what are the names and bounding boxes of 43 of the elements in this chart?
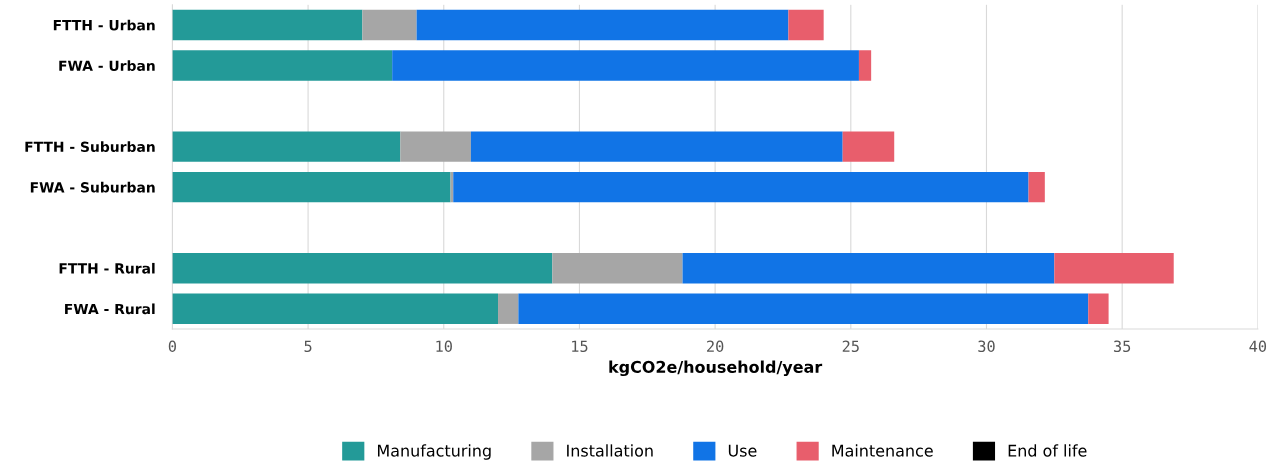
x-axis-title: kgCO2e/household/year [609,360,823,377]
legend-label: End of life [1008,444,1087,457]
x-tick-label: 35 [1113,340,1131,353]
bar [172,252,553,284]
bar [172,50,393,81]
bar [172,131,401,162]
y-tick-label: FTTH - Urban [53,19,155,31]
bar [453,171,1029,203]
y-tick-label: FTTH - Rural [59,262,155,274]
bar [1028,171,1045,203]
x-tick-label: 5 [304,340,312,353]
bar [392,50,859,81]
y-tick-label: FWA - Suburban [30,181,155,193]
legend-label: Maintenance [832,444,933,457]
bar [400,131,471,162]
legend-label: Manufacturing [377,444,491,460]
bar [518,293,1089,324]
bar [172,293,499,324]
bar [1088,293,1109,324]
x-tick-label: 20 [707,340,724,353]
bar [788,9,824,41]
bar [682,252,1055,284]
bar [362,9,417,41]
x-tick-label: 40 [1249,340,1267,353]
x-tick-label: 10 [436,340,452,353]
bar [172,171,451,203]
x-tick-label: 25 [842,340,859,353]
legend-label: Use [728,444,757,457]
bar [1054,252,1174,284]
bar [470,131,843,162]
y-tick-label: FWA - Urban [59,60,155,71]
x-tick-label: 15 [572,340,588,353]
bar [552,252,683,284]
bar [172,9,363,41]
bar [842,131,895,162]
x-tick-label: 30 [978,340,995,353]
y-tick-label: FWA - Rural [65,303,155,315]
y-tick-label: FTTH - Suburban [25,141,155,153]
bar [416,9,789,41]
bar [858,50,872,81]
x-tick-label: 0 [168,340,176,353]
legend-label: Installation [567,444,653,457]
bar [498,293,519,324]
